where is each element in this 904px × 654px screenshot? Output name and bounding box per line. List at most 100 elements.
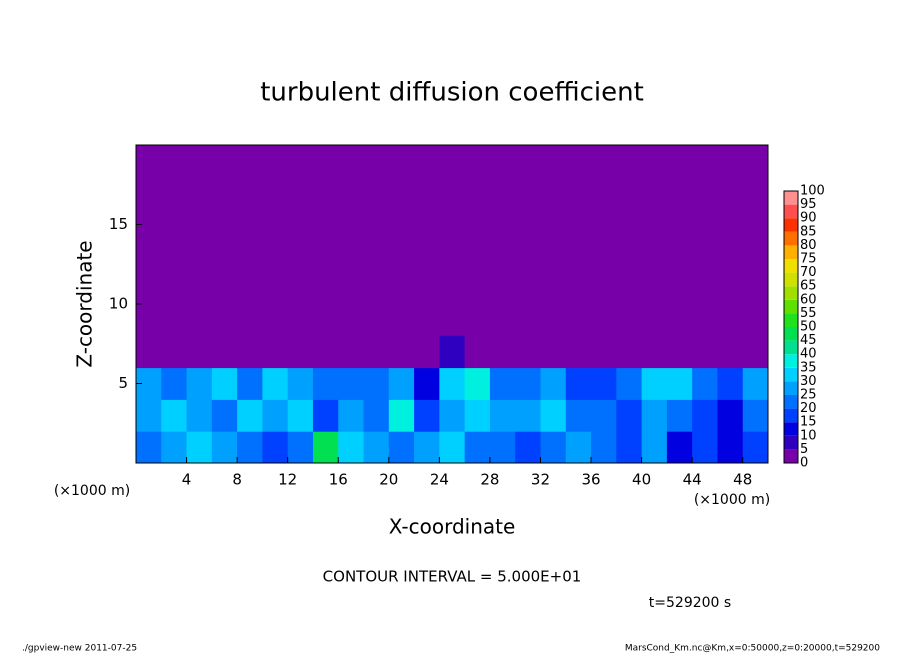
field-cell xyxy=(414,367,440,400)
field-cell xyxy=(388,431,415,464)
x-unit: (×1000 m) xyxy=(694,492,770,508)
field-cell xyxy=(717,335,744,369)
colorbar-segment xyxy=(784,259,798,273)
field-cell xyxy=(186,335,213,369)
x-tick-label: 8 xyxy=(232,471,242,489)
field-cell xyxy=(237,335,263,369)
colorbar-label: 70 xyxy=(800,265,817,280)
x-tick-label: 44 xyxy=(683,471,702,489)
field-cell xyxy=(338,431,365,464)
colorbar-segment xyxy=(784,272,798,287)
field-cell xyxy=(489,431,516,464)
field-cell xyxy=(338,367,365,400)
field-cell xyxy=(161,335,188,369)
field-cell xyxy=(616,335,643,369)
colorbar-label: 85 xyxy=(800,224,817,239)
field-cell xyxy=(515,367,541,400)
field-cell xyxy=(237,399,263,432)
colorbar-label: 55 xyxy=(800,306,817,321)
field-cell xyxy=(742,431,769,464)
field-cell xyxy=(388,335,415,369)
x-tick-label: 4 xyxy=(182,471,192,489)
colorbar-segment xyxy=(784,286,798,300)
field-cell xyxy=(591,399,617,432)
field-cell xyxy=(692,367,718,400)
field-cell xyxy=(489,399,516,432)
field-cell xyxy=(211,335,238,369)
field-cell xyxy=(515,399,541,432)
field-cell xyxy=(262,367,289,400)
colorbar-label: 80 xyxy=(800,238,817,253)
field-cell xyxy=(414,335,440,369)
colorbar-segment xyxy=(784,313,798,327)
field-cell xyxy=(161,367,188,400)
field-cell xyxy=(211,367,238,400)
field-cell xyxy=(616,399,643,432)
field-cell xyxy=(439,367,466,400)
field-cell xyxy=(666,335,693,369)
field-cell xyxy=(363,399,390,432)
field-cell xyxy=(540,399,567,432)
field-cell xyxy=(540,367,567,400)
field-cell xyxy=(186,399,213,432)
colorbar-segment xyxy=(784,435,798,450)
field-cell xyxy=(464,367,491,400)
x-axis-label: X-coordinate xyxy=(389,515,516,539)
field-cell xyxy=(591,367,617,400)
field-cell xyxy=(742,399,769,432)
field-cell xyxy=(439,399,466,432)
colorbar-segment xyxy=(784,381,798,395)
y-tick-label: 5 xyxy=(118,374,128,392)
field-cell xyxy=(338,335,365,369)
field-cell xyxy=(464,399,491,432)
field-cell xyxy=(312,399,339,432)
field-cell xyxy=(692,399,718,432)
field-cell xyxy=(742,335,769,369)
x-tick-label: 48 xyxy=(733,471,752,489)
field-cell xyxy=(287,367,314,400)
field-cell xyxy=(363,335,390,369)
field-cell xyxy=(464,335,491,369)
field-cell xyxy=(287,431,314,464)
field-cell xyxy=(591,431,617,464)
colorbar-label: 10 xyxy=(800,428,817,443)
colorbar-label: 45 xyxy=(800,333,817,348)
field-cell xyxy=(338,399,365,432)
x-tick-label: 12 xyxy=(278,471,297,489)
field-cell xyxy=(312,335,339,369)
colorbar-label: 75 xyxy=(800,252,817,267)
field-cell xyxy=(616,367,643,400)
field-cell xyxy=(262,431,289,464)
colorbar-segment xyxy=(784,395,798,409)
colorbar-label: 60 xyxy=(800,292,817,307)
colorbar-label: 15 xyxy=(800,415,817,430)
colorbar-label: 5 xyxy=(800,442,808,457)
x-tick-label: 20 xyxy=(379,471,398,489)
field-cell xyxy=(464,431,491,464)
field-cell xyxy=(363,431,390,464)
y-unit: (×1000 m) xyxy=(54,483,130,499)
field-cell xyxy=(591,335,617,369)
colorbar-segment xyxy=(784,204,798,219)
field-cell xyxy=(439,335,466,369)
field-cell xyxy=(666,367,693,400)
field-cell xyxy=(616,431,643,464)
field-cell xyxy=(439,431,466,464)
time-label: t=529200 s xyxy=(649,595,731,611)
x-tick-label: 24 xyxy=(430,471,449,489)
field-cell xyxy=(717,367,744,400)
field-cell xyxy=(717,431,744,464)
field-cell xyxy=(388,399,415,432)
colorbar-label: 30 xyxy=(800,374,817,389)
field-cell xyxy=(540,431,567,464)
colorbar-segment xyxy=(784,367,798,382)
field-cell xyxy=(489,367,516,400)
x-tick-label: 32 xyxy=(531,471,550,489)
field-cell xyxy=(641,367,668,400)
field-cell xyxy=(363,367,390,400)
footer-right: MarsCond_Km.nc@Km,x=0:50000,z=0:20000,t=… xyxy=(625,644,880,654)
colorbar-segment xyxy=(784,218,798,232)
field-cell xyxy=(540,335,567,369)
colorbar-label: 35 xyxy=(800,360,817,375)
field-cell xyxy=(312,431,339,464)
